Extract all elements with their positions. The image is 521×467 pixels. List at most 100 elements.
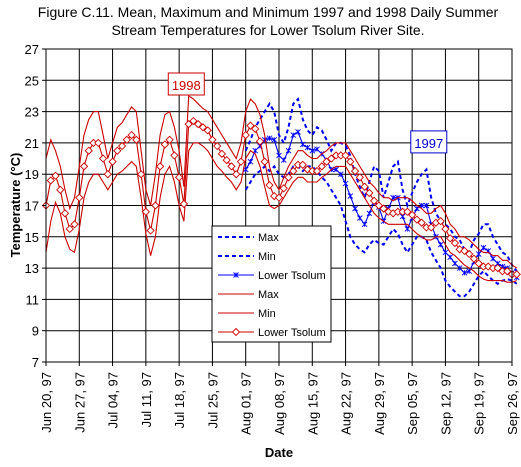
data-point [361, 221, 368, 228]
data-point [98, 154, 108, 163]
data-point [350, 166, 360, 176]
data-point [490, 255, 496, 262]
series-1998-lower-tsolum [41, 116, 521, 279]
data-point [512, 270, 521, 279]
data-point [447, 254, 454, 260]
x-tick-label: Jun 27, 97 [72, 372, 87, 433]
series-1997-max [244, 97, 518, 272]
y-tick-label: 11 [26, 292, 40, 307]
data-point [208, 135, 217, 144]
legend-label: Lower Tsolum [258, 270, 326, 282]
data-point [175, 173, 184, 182]
data-point [312, 166, 322, 176]
legend-marker [231, 327, 241, 337]
legend-label: Max [258, 289, 279, 301]
annotation-label: 1998 [172, 78, 201, 93]
data-point [103, 170, 112, 179]
data-point [84, 146, 93, 155]
data-point [317, 162, 326, 171]
data-point [194, 119, 203, 129]
data-point [60, 209, 70, 218]
data-point [355, 173, 364, 182]
data-point [270, 191, 279, 201]
data-point [198, 123, 208, 132]
data-point [265, 181, 274, 190]
data-point [146, 226, 155, 235]
data-point [122, 135, 131, 144]
data-point [298, 160, 307, 169]
data-point [346, 157, 355, 166]
data-point [474, 259, 483, 268]
legend-label: Min [258, 251, 276, 263]
data-point [170, 151, 179, 160]
legend-entry: Max [218, 232, 279, 244]
data-point [179, 199, 189, 209]
x-axis-ticks: Jun 20, 97 Jun 27, 97 Jul 04, 97 Jul 11, 97… [39, 362, 520, 435]
series-line [45, 142, 517, 283]
data-point [165, 135, 174, 144]
data-point [374, 201, 383, 210]
data-point [217, 149, 227, 158]
data-point [441, 224, 450, 234]
data-point [493, 263, 502, 273]
legend-entry: Lower Tsolum [218, 327, 326, 339]
data-point [417, 218, 426, 227]
data-point [94, 138, 103, 148]
data-point [113, 146, 122, 155]
data-point [276, 152, 282, 159]
annotation-1998: 1998 [167, 72, 205, 96]
y-tick-label: 9 [32, 324, 39, 339]
data-point [299, 141, 306, 148]
data-point [379, 204, 388, 213]
data-point [70, 220, 79, 229]
data-point [461, 269, 468, 276]
data-point [260, 157, 269, 166]
data-point [436, 217, 445, 226]
data-point [213, 141, 222, 151]
data-point [469, 254, 479, 263]
data-point [456, 265, 463, 271]
annotation-1997: 1997 [410, 130, 448, 154]
data-point [290, 132, 297, 138]
data-point [222, 155, 231, 165]
legend-entry: Min [218, 308, 276, 320]
data-point [65, 224, 74, 234]
series-1998-min [45, 142, 517, 283]
legend: Max Min Lower Tsolum Max Min Lower Tsolum [211, 225, 332, 343]
x-tick-label: Jul 25, 97 [205, 372, 220, 428]
legend-entry: Lower Tsolum [218, 270, 326, 282]
data-point [284, 173, 293, 182]
y-tick-label: 25 [25, 73, 39, 88]
data-point [132, 135, 141, 144]
x-tick-label: Aug 01, 97 [239, 372, 254, 435]
data-point [352, 205, 358, 212]
data-point [450, 238, 460, 248]
y-axis-ticks: 7 9 11 13 15 17 19 21 23 25 27 [25, 42, 46, 370]
data-point [437, 241, 444, 248]
y-tick-label: 19 [25, 167, 39, 182]
x-tick-label: Aug 29, 97 [372, 372, 387, 435]
annotation-label: 1997 [414, 136, 443, 151]
data-point [274, 193, 284, 202]
legend-label: Lower Tsolum [258, 327, 326, 339]
data-point [232, 170, 241, 179]
legend-marker [233, 272, 239, 278]
data-point [369, 196, 379, 205]
data-point [141, 207, 150, 216]
data-point [241, 130, 250, 140]
data-point [75, 193, 84, 202]
data-point [404, 226, 411, 232]
data-point [503, 267, 512, 276]
y-tick-label: 21 [25, 136, 39, 151]
data-point [480, 244, 487, 251]
x-tick-label: Jul 11, 97 [139, 372, 154, 427]
data-point [337, 171, 344, 178]
data-point [184, 119, 193, 129]
annotations: 1998 1997 [167, 72, 448, 154]
data-point [127, 130, 136, 140]
data-point [442, 249, 449, 256]
x-tick-label: Aug 15, 97 [305, 372, 320, 435]
data-point [341, 151, 350, 160]
data-point [136, 170, 146, 179]
y-tick-label: 7 [32, 355, 39, 370]
